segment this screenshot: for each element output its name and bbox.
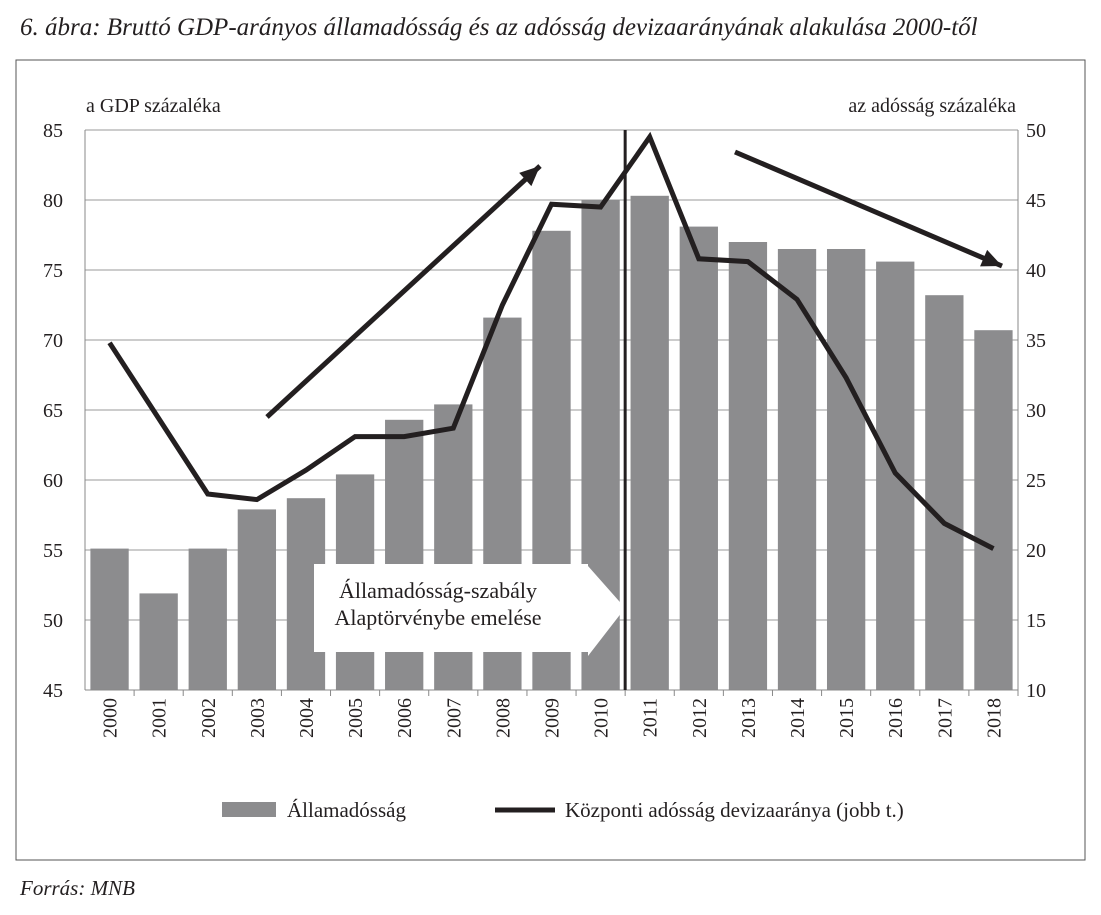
bar-2011 [630, 195, 669, 691]
y-right-tick-label: 45 [1026, 190, 1046, 212]
y-right-tick-label: 10 [1026, 680, 1046, 702]
figure-source: Forrás: MNB [20, 876, 135, 900]
event-label-line: Államadósság-szabály [339, 578, 537, 603]
x-tick-label: 2011 [640, 698, 662, 737]
bar-2018 [974, 330, 1013, 690]
y-left-tick-label: 80 [43, 190, 63, 212]
y-right-tick-label: 30 [1026, 400, 1046, 422]
y-right-tick-label: 40 [1026, 260, 1046, 282]
trend-arrow-down [734, 149, 1003, 269]
event-arrow-box [314, 564, 626, 656]
trend-arrow-down-head [980, 249, 1002, 267]
y-left-tick-label: 60 [43, 470, 63, 492]
bar-2003 [237, 509, 277, 690]
y-left-tick-label: 55 [43, 540, 63, 562]
event-label-line: Alaptörvénybe emelése [334, 605, 541, 630]
x-tick-label: 2002 [198, 698, 220, 738]
legend-swatch-bar [222, 802, 276, 817]
x-tick-label: 2016 [885, 698, 907, 738]
x-tick-label: 2015 [836, 698, 858, 738]
x-tick-label: 2001 [149, 698, 171, 738]
bar-2013 [728, 242, 768, 690]
y-left-tick-label: 50 [43, 610, 63, 632]
y-left-tick-label: 65 [43, 400, 63, 422]
legend-label-bar: Államadósság [287, 798, 406, 822]
legend-label-line: Központi adósság devizaaránya (jobb t.) [565, 798, 904, 822]
y-right-tick-label: 20 [1026, 540, 1046, 562]
trend-arrow-up [265, 164, 542, 419]
bar-2015 [826, 249, 866, 690]
figure-title: 6. ábra: Bruttó GDP-arányos államadósság… [20, 14, 978, 41]
y-left-tick-label: 70 [43, 330, 63, 352]
x-tick-label: 2010 [591, 698, 613, 738]
x-tick-label: 2000 [100, 698, 122, 738]
bar-2002 [188, 548, 227, 690]
x-tick-label: 2004 [296, 698, 318, 738]
y-left-axis-title: a GDP százaléka [86, 95, 221, 117]
chart-frame [15, 59, 1086, 861]
x-tick-label: 2006 [394, 698, 416, 738]
x-tick-label: 2009 [542, 698, 564, 738]
x-tick-label: 2018 [983, 698, 1005, 738]
y-left-tick-label: 85 [43, 120, 63, 142]
x-tick-label: 2013 [738, 698, 760, 738]
x-tick-label: 2017 [934, 698, 956, 738]
x-tick-label: 2008 [492, 698, 514, 738]
bar-2014 [777, 249, 817, 690]
bar-2012 [679, 226, 718, 690]
x-tick-label: 2007 [443, 698, 465, 738]
x-tick-label: 2012 [689, 698, 711, 738]
y-right-tick-label: 50 [1026, 120, 1046, 142]
y-right-axis-title: az adósság százaléka [848, 95, 1016, 117]
bar-2000 [90, 548, 129, 690]
y-left-tick-label: 75 [43, 260, 63, 282]
y-left-tick-label: 45 [43, 680, 63, 702]
y-right-tick-label: 25 [1026, 470, 1046, 492]
x-tick-label: 2003 [247, 698, 269, 738]
x-tick-label: 2014 [787, 698, 809, 738]
trend-arrow-up-head [519, 166, 540, 187]
y-right-tick-label: 35 [1026, 330, 1046, 352]
bar-2001 [139, 593, 178, 690]
y-right-tick-label: 15 [1026, 610, 1046, 632]
x-tick-label: 2005 [345, 698, 367, 738]
bar-2017 [925, 295, 964, 690]
